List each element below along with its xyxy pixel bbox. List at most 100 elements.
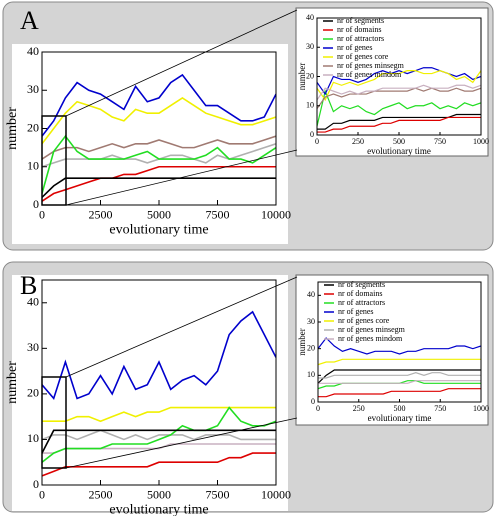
chart: 0 250 500 750 1000 0 10 20 30 40 evolutionary time… [297,13,489,156]
legend-label: nr of genes mindom [338,334,403,343]
legend-label: nr of domains [338,289,382,298]
y-axis-label: number [5,361,20,404]
series-line [317,89,481,127]
x-tick-label: 750 [434,137,446,146]
x-tick-label: 500 [393,137,405,146]
series-line [42,310,276,401]
series-line [318,358,481,366]
series-line [42,429,276,441]
y-axis-label: number [5,107,20,150]
legend-label: nr of attractors [337,34,384,43]
series-line [317,116,481,133]
x-axis-label: evolutionary time [109,502,208,516]
x-tick-label: 0 [39,488,45,502]
y-tick-label: 0 [33,197,39,211]
zoom-box [41,376,67,469]
x-axis-label: evolutionary time [109,222,208,237]
chart: 0 250 500 750 1000 0 10 20 30 40 evolutionary time… [297,280,489,423]
series-line [42,135,276,160]
x-tick-label: 5000 [147,208,171,222]
series-line [42,73,276,137]
zoom-indicators [41,9,298,469]
x-tick-label: 10000 [261,488,291,502]
y-tick-label: 40 [27,295,39,309]
y-tick-label: 10 [27,159,39,173]
y-tick-label: 20 [306,71,314,80]
x-tick-label: 500 [394,404,406,413]
x-tick-label: 7500 [206,208,230,222]
legend-label: nr of genes [338,307,374,316]
series-line [42,134,276,194]
chart: 0 2500 5000 7500 10000 0 10 20 30 40 evolutionary … [5,44,291,238]
legend-label: nr of attractors [338,298,385,307]
y-tick-label: 20 [307,343,315,352]
y-tick-label: 30 [306,42,314,51]
series-line [317,87,481,110]
legend-label: nr of genes mindom [337,70,402,79]
series-line [42,96,276,145]
y-tick-label: 10 [307,370,315,379]
series-line [317,113,481,130]
series-line [317,67,481,96]
legend-label: nr of genes core [338,316,390,325]
x-tick-label: 2500 [89,488,113,502]
series-line [317,84,481,101]
x-axis-label: evolutionary time [368,413,432,423]
y-tick-label: 30 [27,82,39,96]
y-tick-label: 40 [306,13,314,22]
x-tick-label: 250 [353,404,365,413]
series-line [42,177,276,198]
y-tick-label: 20 [27,386,39,400]
panel-label: B [20,271,37,300]
x-tick-label: 750 [434,404,446,413]
legend-label: nr of genes minsegm [337,61,405,70]
series-line [42,406,276,463]
x-tick-label: 0 [316,404,320,413]
y-tick-label: 20 [27,120,39,134]
x-tick-label: 7500 [206,488,230,502]
y-tick-label: 0 [310,130,314,139]
legend-label: nr of segments [337,16,384,25]
series-line [42,406,276,423]
inset-background [295,274,489,426]
series-line [318,369,481,384]
x-tick-label: 5000 [147,488,171,502]
legend-label: nr of genes [337,43,373,52]
panel-label: A [20,6,39,35]
y-tick-label: 0 [311,397,315,406]
x-tick-label: 10000 [261,208,291,222]
chart: 0 2500 5000 7500 10000 0 10 20 30 40 evolutionary … [5,279,291,516]
zoom-line [65,149,298,206]
x-tick-label: 1000 [473,404,489,413]
x-tick-label: 0 [39,208,45,222]
zoom-line [65,276,298,378]
zoom-box [41,115,67,206]
x-tick-label: 1000 [473,137,489,146]
y-tick-label: 40 [27,44,39,58]
y-tick-label: 30 [307,317,315,326]
legend-label: nr of segments [338,280,385,289]
x-tick-label: 250 [352,137,364,146]
x-axis-label: evolutionary time [367,146,431,156]
zoom-line [65,417,298,469]
series-line [42,429,276,454]
series-line [317,70,481,102]
x-tick-label: 0 [315,137,319,146]
series-line [318,388,481,398]
series-line [318,372,481,379]
y-tick-label: 0 [33,477,39,491]
y-axis-label: number [297,63,307,91]
series-line [318,337,481,355]
y-tick-label: 10 [306,101,314,110]
series-line [318,380,481,384]
x-tick-label: 2500 [89,208,113,222]
series-line [42,165,276,202]
y-tick-label: 10 [27,431,39,445]
legend-label: nr of genes minsegm [338,325,406,334]
y-axis-label: number [297,328,307,356]
series-line [42,452,276,477]
zoom-line [65,9,298,117]
y-tick-label: 30 [27,340,39,354]
